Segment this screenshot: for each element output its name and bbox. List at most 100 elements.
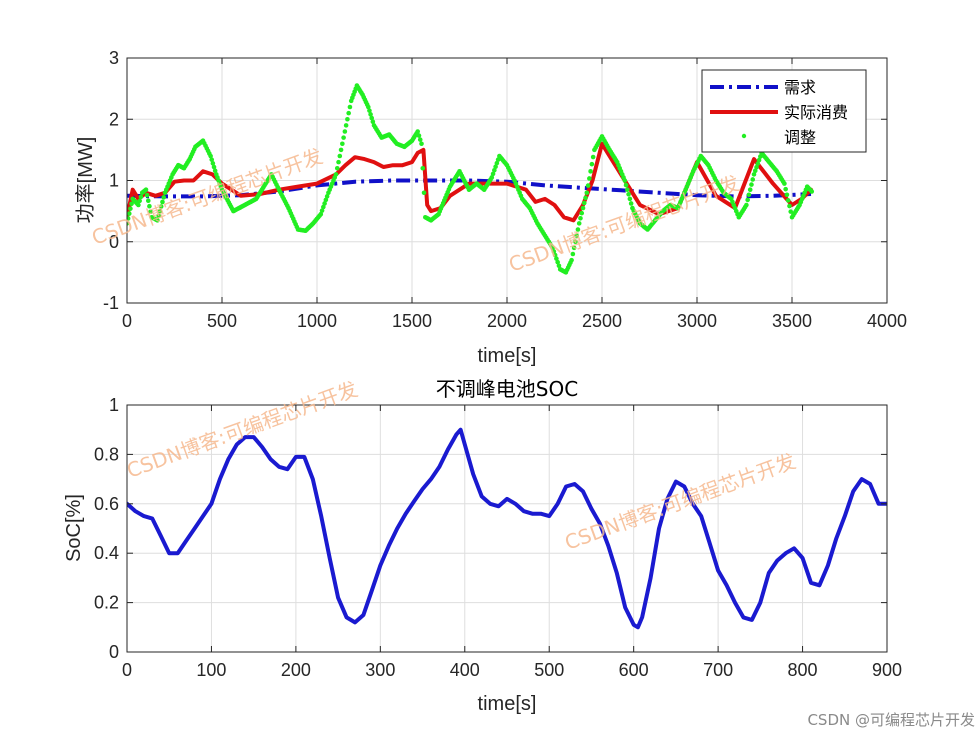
data-point: [493, 164, 498, 170]
x-tick-label: 500: [534, 660, 564, 680]
data-point: [156, 213, 161, 219]
data-point: [627, 196, 633, 202]
data-point: [136, 202, 141, 208]
data-point: [585, 183, 591, 188]
x-tick-label: 3000: [677, 311, 717, 331]
data-point: [783, 186, 788, 192]
x-tick-label: 3500: [772, 311, 812, 331]
legend-label-actual: 实际消费: [784, 103, 848, 122]
data-point: [323, 197, 329, 203]
data-point: [782, 181, 787, 186]
tick-marks: [126, 404, 888, 653]
x-tick-label: 2000: [487, 311, 527, 331]
data-point: [752, 168, 758, 174]
x-axis-label: time[s]: [478, 693, 537, 715]
x-tick-label: 2500: [582, 311, 622, 331]
data-point: [417, 137, 423, 142]
plot-frame: [126, 404, 888, 653]
data-point: [212, 168, 218, 173]
y-tick-label: 0.2: [94, 593, 119, 613]
legend-swatch-adjust: [741, 133, 747, 139]
data-point: [749, 182, 754, 187]
x-tick-label: 0: [122, 660, 132, 680]
data-point: [127, 221, 130, 226]
y-tick-label: 3: [109, 48, 119, 68]
data-point: [333, 172, 339, 177]
legend-label-adjust: 调整: [784, 128, 816, 147]
data-point: [419, 141, 424, 147]
data-point: [787, 203, 792, 209]
data-point: [147, 203, 152, 209]
data-point: [128, 206, 133, 211]
series-layer: [127, 427, 887, 630]
data-point: [129, 201, 134, 207]
data-point: [144, 192, 150, 198]
data-point: [340, 141, 345, 147]
x-tick-labels: 0 100 200 300 400 500 600 700 800 900: [122, 660, 902, 680]
x-tick-label: 900: [872, 660, 902, 680]
data-point: [161, 195, 167, 200]
data-point: [587, 176, 592, 181]
y-tick-label: 1: [109, 171, 119, 191]
data-point: [420, 165, 426, 171]
data-point: [552, 252, 558, 258]
data-point: [579, 210, 585, 216]
y-tick-labels: -1 0 1 2 3: [103, 48, 119, 313]
data-point: [369, 115, 375, 121]
data-point: [809, 189, 815, 194]
y-tick-label: 0: [109, 642, 119, 662]
data-point: [550, 245, 555, 251]
data-point: [575, 227, 581, 232]
data-point: [137, 198, 142, 204]
x-tick-label: 500: [207, 311, 237, 331]
data-point: [756, 157, 762, 163]
y-tick-label: 0.6: [94, 494, 119, 514]
data-point: [492, 167, 497, 173]
data-point: [322, 201, 327, 206]
x-axis-label: time[s]: [478, 345, 537, 367]
data-point: [576, 221, 582, 226]
data-point: [338, 147, 344, 153]
data-point: [415, 129, 421, 134]
x-tick-label: 1500: [392, 311, 432, 331]
y-tick-label: -1: [103, 293, 119, 313]
data-point: [494, 160, 500, 166]
data-point: [554, 256, 559, 261]
x-tick-label: 400: [450, 660, 480, 680]
tick-marks: [126, 57, 888, 304]
data-point: [571, 245, 577, 251]
x-tick-label: 700: [703, 660, 733, 680]
data-point: [321, 204, 326, 210]
data-point: [784, 192, 790, 198]
y-tick-label: 0.4: [94, 543, 119, 563]
x-tick-label: 100: [196, 660, 226, 680]
data-point: [590, 154, 596, 160]
data-point: [578, 215, 583, 221]
data-point: [580, 205, 586, 211]
data-point: [319, 208, 325, 213]
series-line-soc: [127, 427, 887, 630]
data-point: [138, 194, 144, 200]
series-layer: [127, 83, 815, 275]
data-point: [490, 171, 496, 177]
data-point: [583, 195, 588, 201]
data-point: [155, 218, 160, 223]
data-point: [336, 159, 341, 165]
data-point: [143, 187, 149, 192]
data-point: [573, 239, 578, 245]
x-tick-label: 4000: [867, 311, 907, 331]
data-point: [421, 190, 427, 196]
y-tick-labels: 0 0.2 0.4 0.6 0.8 1: [94, 395, 119, 662]
data-point: [337, 153, 343, 159]
data-point: [744, 202, 749, 208]
chart-title: 不调峰电池SOC: [436, 377, 578, 401]
data-point: [746, 192, 752, 198]
data-point: [208, 153, 213, 159]
x-tick-label: 600: [619, 660, 649, 680]
y-axis-label: 功率[MW]: [74, 137, 97, 224]
data-point: [366, 104, 371, 110]
data-point: [343, 123, 349, 128]
y-tick-label: 2: [109, 109, 119, 129]
data-point: [334, 165, 340, 171]
legend: 需求 实际消费 调整: [701, 69, 867, 153]
